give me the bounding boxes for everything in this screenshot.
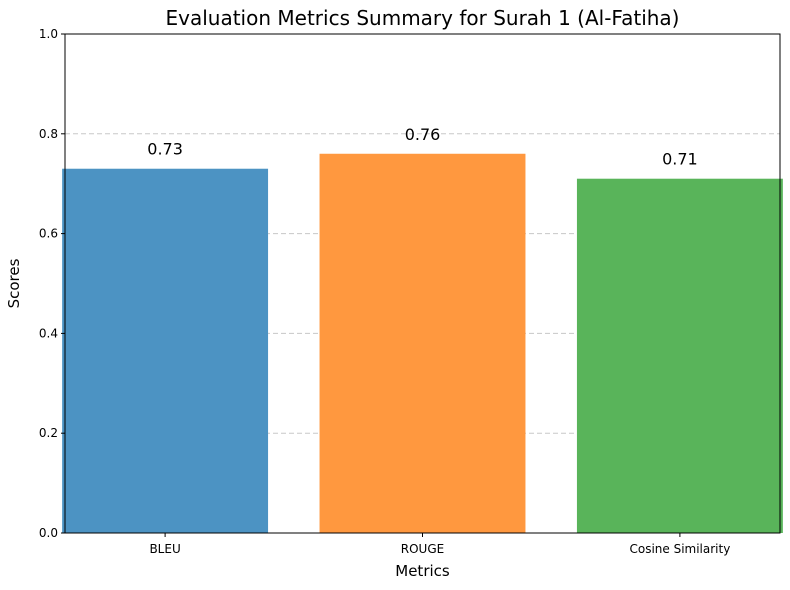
y-tick-label: 0.6	[39, 227, 58, 241]
x-tick-label: BLEU	[149, 542, 180, 556]
bar	[576, 178, 783, 533]
bar	[319, 153, 526, 533]
bar-value-label: 0.71	[662, 150, 698, 169]
y-tick-label: 0.0	[39, 526, 58, 540]
x-axis-label: Metrics	[395, 562, 450, 580]
y-tick-label: 0.8	[39, 127, 58, 141]
y-axis-ticks: 0.0 0.2 0.4 0.6 0.8 1.0	[39, 27, 65, 540]
x-tick-label: Cosine Similarity	[629, 542, 730, 556]
bar-value-label: 0.73	[147, 140, 183, 159]
data-labels: 0.73 0.76 0.71	[147, 125, 697, 169]
y-axis-label: Scores	[5, 258, 23, 308]
y-tick-label: 0.2	[39, 426, 58, 440]
bar-value-label: 0.76	[405, 125, 441, 144]
y-tick-label: 1.0	[39, 27, 58, 41]
bars	[62, 153, 783, 534]
x-axis-ticks: BLEU ROUGE Cosine Similarity	[149, 533, 730, 556]
x-tick-label: ROUGE	[401, 542, 444, 556]
bar	[62, 168, 269, 534]
chart-title: Evaluation Metrics Summary for Surah 1 (…	[166, 6, 680, 30]
y-tick-label: 0.4	[39, 326, 58, 340]
